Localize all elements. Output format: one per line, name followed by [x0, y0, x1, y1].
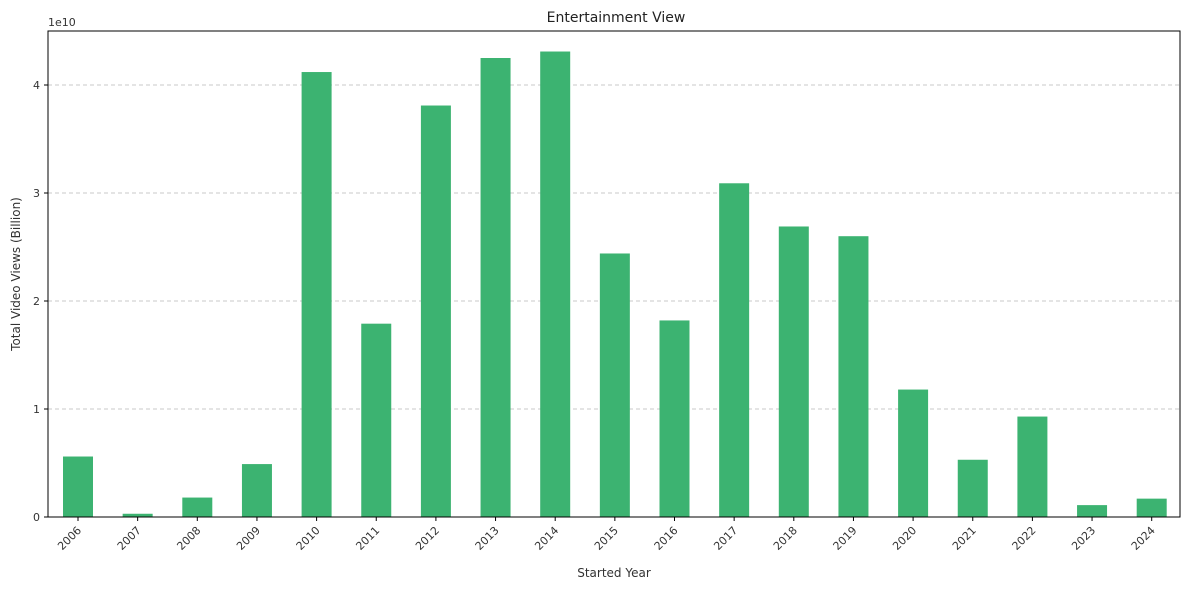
bar-2022	[1017, 416, 1048, 517]
bar-2012	[420, 105, 451, 518]
y-tick-label: 4	[33, 79, 40, 92]
x-tick-label: 2023	[1069, 524, 1098, 553]
x-tick-label: 2017	[711, 524, 740, 553]
y-axis-ticks: 0 1 2 3 4	[33, 79, 48, 524]
x-tick-label: 2014	[532, 524, 561, 553]
x-tick-label: 2007	[115, 524, 144, 553]
bar-2009	[241, 464, 272, 517]
y-tick-label: 0	[33, 511, 40, 524]
x-tick-label: 2024	[1129, 524, 1158, 553]
x-tick-label: 2008	[174, 524, 203, 553]
y-tick-label: 2	[33, 295, 40, 308]
x-tick-label: 2012	[413, 524, 442, 553]
x-tick-label: 2009	[234, 524, 263, 553]
y-axis-offset-label: 1e10	[48, 16, 76, 29]
bar-2020	[898, 389, 929, 517]
bar-2007	[122, 513, 153, 517]
x-axis-label: Started Year	[577, 566, 651, 580]
x-tick-label: 2011	[353, 524, 382, 553]
x-tick-label: 2019	[831, 524, 860, 553]
bars	[63, 51, 1167, 518]
bar-2017	[719, 183, 750, 517]
bar-2006	[63, 456, 93, 517]
bar-2021	[957, 459, 988, 517]
bar-2019	[838, 236, 869, 517]
bar-2014	[540, 51, 571, 518]
plot-frame	[47, 30, 1181, 518]
bar-2016	[659, 320, 690, 517]
x-tick-label: 2022	[1010, 524, 1039, 553]
x-tick-label: 2020	[890, 524, 919, 553]
chart-title: Entertainment View	[547, 10, 686, 26]
bar-2013	[480, 58, 511, 517]
x-tick-label: 2021	[950, 524, 979, 553]
bar-2023	[1077, 505, 1108, 517]
y-tick-label: 3	[33, 187, 40, 200]
x-tick-label: 2015	[592, 524, 621, 553]
y-tick-label: 1	[33, 403, 40, 416]
bar-2011	[361, 323, 392, 517]
x-tick-label: 2010	[294, 524, 323, 553]
bar-2015	[599, 253, 630, 518]
bar-2018	[778, 226, 809, 518]
x-tick-label: 2018	[771, 524, 800, 553]
bar-2024	[1136, 498, 1167, 517]
bar-2008	[182, 497, 213, 517]
x-tick-label: 2013	[473, 524, 502, 553]
bar-2010	[301, 72, 332, 517]
x-tick-label: 2016	[652, 524, 681, 553]
x-axis-ticks: 2006 2007 2008 2009 2010 2011 2012 2013 2014 2015…	[55, 517, 1158, 553]
x-tick-label: 2006	[55, 524, 84, 553]
y-axis-label: Total Video Views (Billion)	[9, 197, 23, 352]
